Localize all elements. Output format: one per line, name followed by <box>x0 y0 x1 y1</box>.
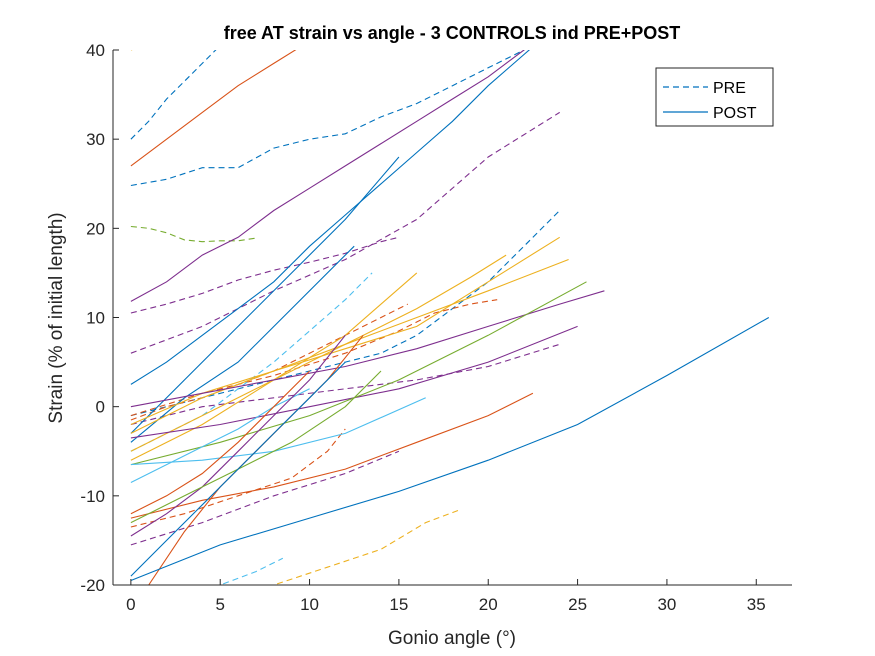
series-line-1 <box>130 50 217 140</box>
x-tick-label: 20 <box>479 595 498 614</box>
axes: 0 5 10 15 20 25 30 35 -20 -10 0 10 20 30 40 <box>80 41 792 614</box>
series-line-11 <box>130 450 400 546</box>
series-line-5 <box>130 111 560 354</box>
series-line-2 <box>130 50 525 187</box>
series-line-34 <box>130 370 382 524</box>
series-line-23 <box>130 258 569 434</box>
series-line-6 <box>130 210 561 417</box>
series-line-13 <box>217 557 284 585</box>
series-line-35 <box>130 317 770 582</box>
x-tick-label: 5 <box>215 595 224 614</box>
series-line-33 <box>130 334 346 537</box>
series-line-19 <box>130 156 400 434</box>
series-line-31 <box>130 370 310 515</box>
series-line-25 <box>130 290 605 408</box>
series-line-3 <box>130 225 256 243</box>
x-axis-label: Gonio angle (°) <box>388 628 516 649</box>
series-line-7 <box>130 299 498 417</box>
series-line-20 <box>130 245 355 443</box>
y-tick-label: 0 <box>96 398 105 417</box>
legend-label-post: POST <box>713 105 757 122</box>
y-tick-label: 30 <box>86 130 105 149</box>
series-line-36 <box>130 361 346 577</box>
x-tick-label: 30 <box>657 595 676 614</box>
series-line-16 <box>130 50 297 167</box>
series-line-8 <box>130 343 560 426</box>
series-line-29 <box>130 388 310 483</box>
legend: PRE POST <box>655 67 774 127</box>
series-line-14 <box>272 508 462 585</box>
x-tick-label: 35 <box>747 595 766 614</box>
series-line-18 <box>130 50 530 385</box>
series-line-30 <box>130 392 534 519</box>
y-axis-label: Strain (% of initial length) <box>46 212 67 423</box>
x-tick-label: 0 <box>126 595 135 614</box>
y-tick-label: 10 <box>86 309 105 328</box>
legend-label-pre: PRE <box>713 80 746 97</box>
y-tick-label: 40 <box>86 41 105 60</box>
series-layer <box>130 50 770 585</box>
y-tick-label: -20 <box>80 576 105 595</box>
x-tick-label: 15 <box>389 595 408 614</box>
chart-title: free AT strain vs angle - 3 CONTROLS ind… <box>224 23 681 43</box>
x-tick-label: 25 <box>568 595 587 614</box>
y-tick-label: -10 <box>80 487 105 506</box>
x-tick-label: 10 <box>300 595 319 614</box>
y-tick-label: 20 <box>86 219 105 238</box>
legend-box <box>655 67 774 127</box>
series-line-17 <box>130 50 525 302</box>
